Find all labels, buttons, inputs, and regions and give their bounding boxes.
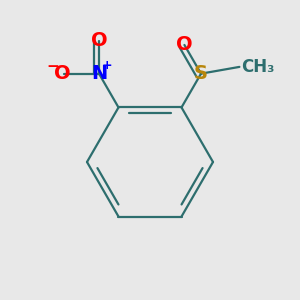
Text: S: S [194,64,208,83]
Text: N: N [91,64,107,83]
Text: +: + [102,59,113,72]
Text: O: O [54,64,71,83]
Text: CH₃: CH₃ [241,58,274,76]
Text: −: − [46,59,59,74]
Text: O: O [91,31,107,50]
Text: O: O [176,35,193,55]
